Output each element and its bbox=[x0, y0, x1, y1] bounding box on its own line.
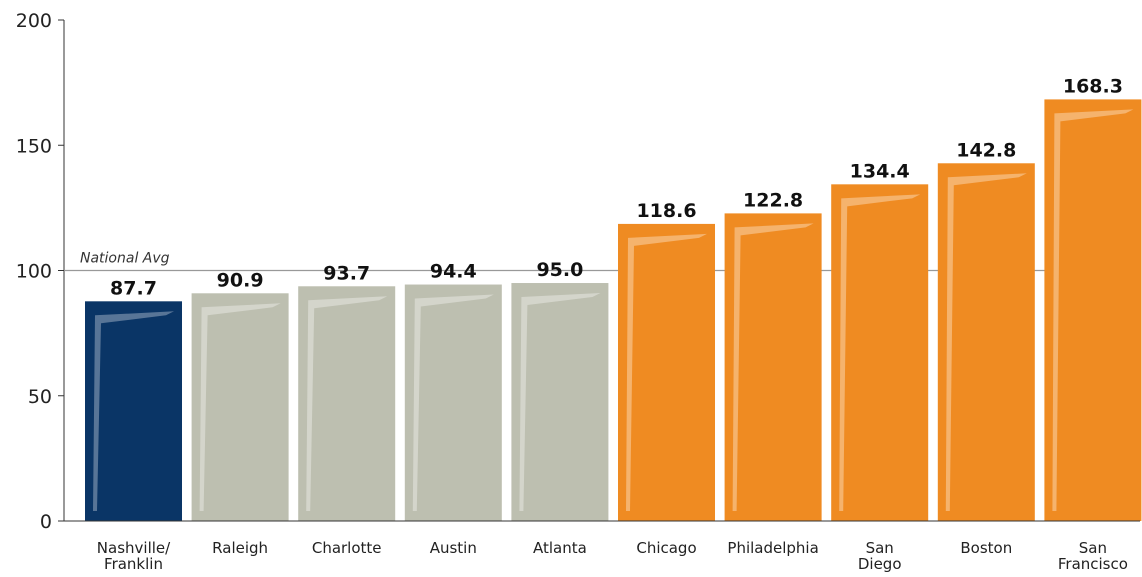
bar-group: 134.4 bbox=[831, 160, 929, 521]
bar-value-label: 122.8 bbox=[743, 189, 803, 211]
bar bbox=[191, 293, 289, 521]
bar-value-label: 95.0 bbox=[536, 259, 583, 281]
bar-value-label: 168.3 bbox=[1063, 75, 1123, 97]
bar-group: 95.0 bbox=[511, 259, 609, 521]
y-axis: 0 50 100 150 200 bbox=[16, 10, 65, 533]
bar-group: 94.4 bbox=[404, 261, 502, 521]
x-tick-label: San Diego bbox=[858, 539, 902, 573]
bar-group: 87.7 bbox=[85, 277, 183, 521]
y-tick-label: 0 bbox=[40, 511, 52, 533]
bars-group: 87.7 90.9 93.7 94.4 95.0 118.6 122.8 134.4 142.8… bbox=[85, 75, 1142, 522]
y-tick-label: 100 bbox=[16, 261, 52, 283]
x-tick-label: Austin bbox=[430, 539, 477, 557]
bar bbox=[1044, 99, 1142, 521]
bar bbox=[511, 283, 609, 521]
bar-value-label: 87.7 bbox=[110, 277, 157, 299]
x-tick-label: Boston bbox=[960, 539, 1012, 557]
bar-group: 118.6 bbox=[618, 200, 716, 522]
x-tick-label: San Francisco bbox=[1058, 539, 1128, 573]
bar bbox=[404, 284, 502, 521]
y-tick-label: 200 bbox=[16, 10, 52, 32]
bar-value-label: 118.6 bbox=[636, 200, 696, 222]
x-tick-label: Atlanta bbox=[533, 539, 587, 557]
bar-value-label: 93.7 bbox=[323, 262, 370, 284]
bar-value-label: 134.4 bbox=[850, 160, 910, 182]
x-tick-label: Raleigh bbox=[212, 539, 268, 557]
x-tick-label: Philadelphia bbox=[727, 539, 818, 557]
bar bbox=[937, 163, 1035, 521]
x-tick-label: Charlotte bbox=[312, 539, 382, 557]
x-tick-label: Nashville/Franklin bbox=[97, 539, 171, 573]
bar bbox=[831, 184, 929, 521]
bar-value-label: 142.8 bbox=[956, 139, 1016, 161]
bar-value-label: 90.9 bbox=[217, 269, 264, 291]
reference-line-label: National Avg bbox=[80, 251, 170, 267]
bar bbox=[724, 213, 822, 522]
bar-group: 90.9 bbox=[191, 269, 289, 521]
x-axis: Nashville/Franklin Raleigh Charlotte Austin… bbox=[64, 520, 1140, 573]
bar-group: 93.7 bbox=[298, 262, 396, 521]
bar bbox=[85, 301, 183, 521]
y-tick-label: 50 bbox=[28, 386, 52, 408]
bar-value-label: 94.4 bbox=[430, 261, 477, 283]
bar-group: 122.8 bbox=[724, 189, 822, 522]
bar bbox=[298, 286, 396, 521]
x-tick-label: Chicago bbox=[636, 539, 696, 557]
y-tick-label: 150 bbox=[16, 135, 52, 157]
bar bbox=[618, 223, 716, 522]
bar-group: 168.3 bbox=[1044, 75, 1142, 521]
bar-group: 142.8 bbox=[937, 139, 1035, 521]
